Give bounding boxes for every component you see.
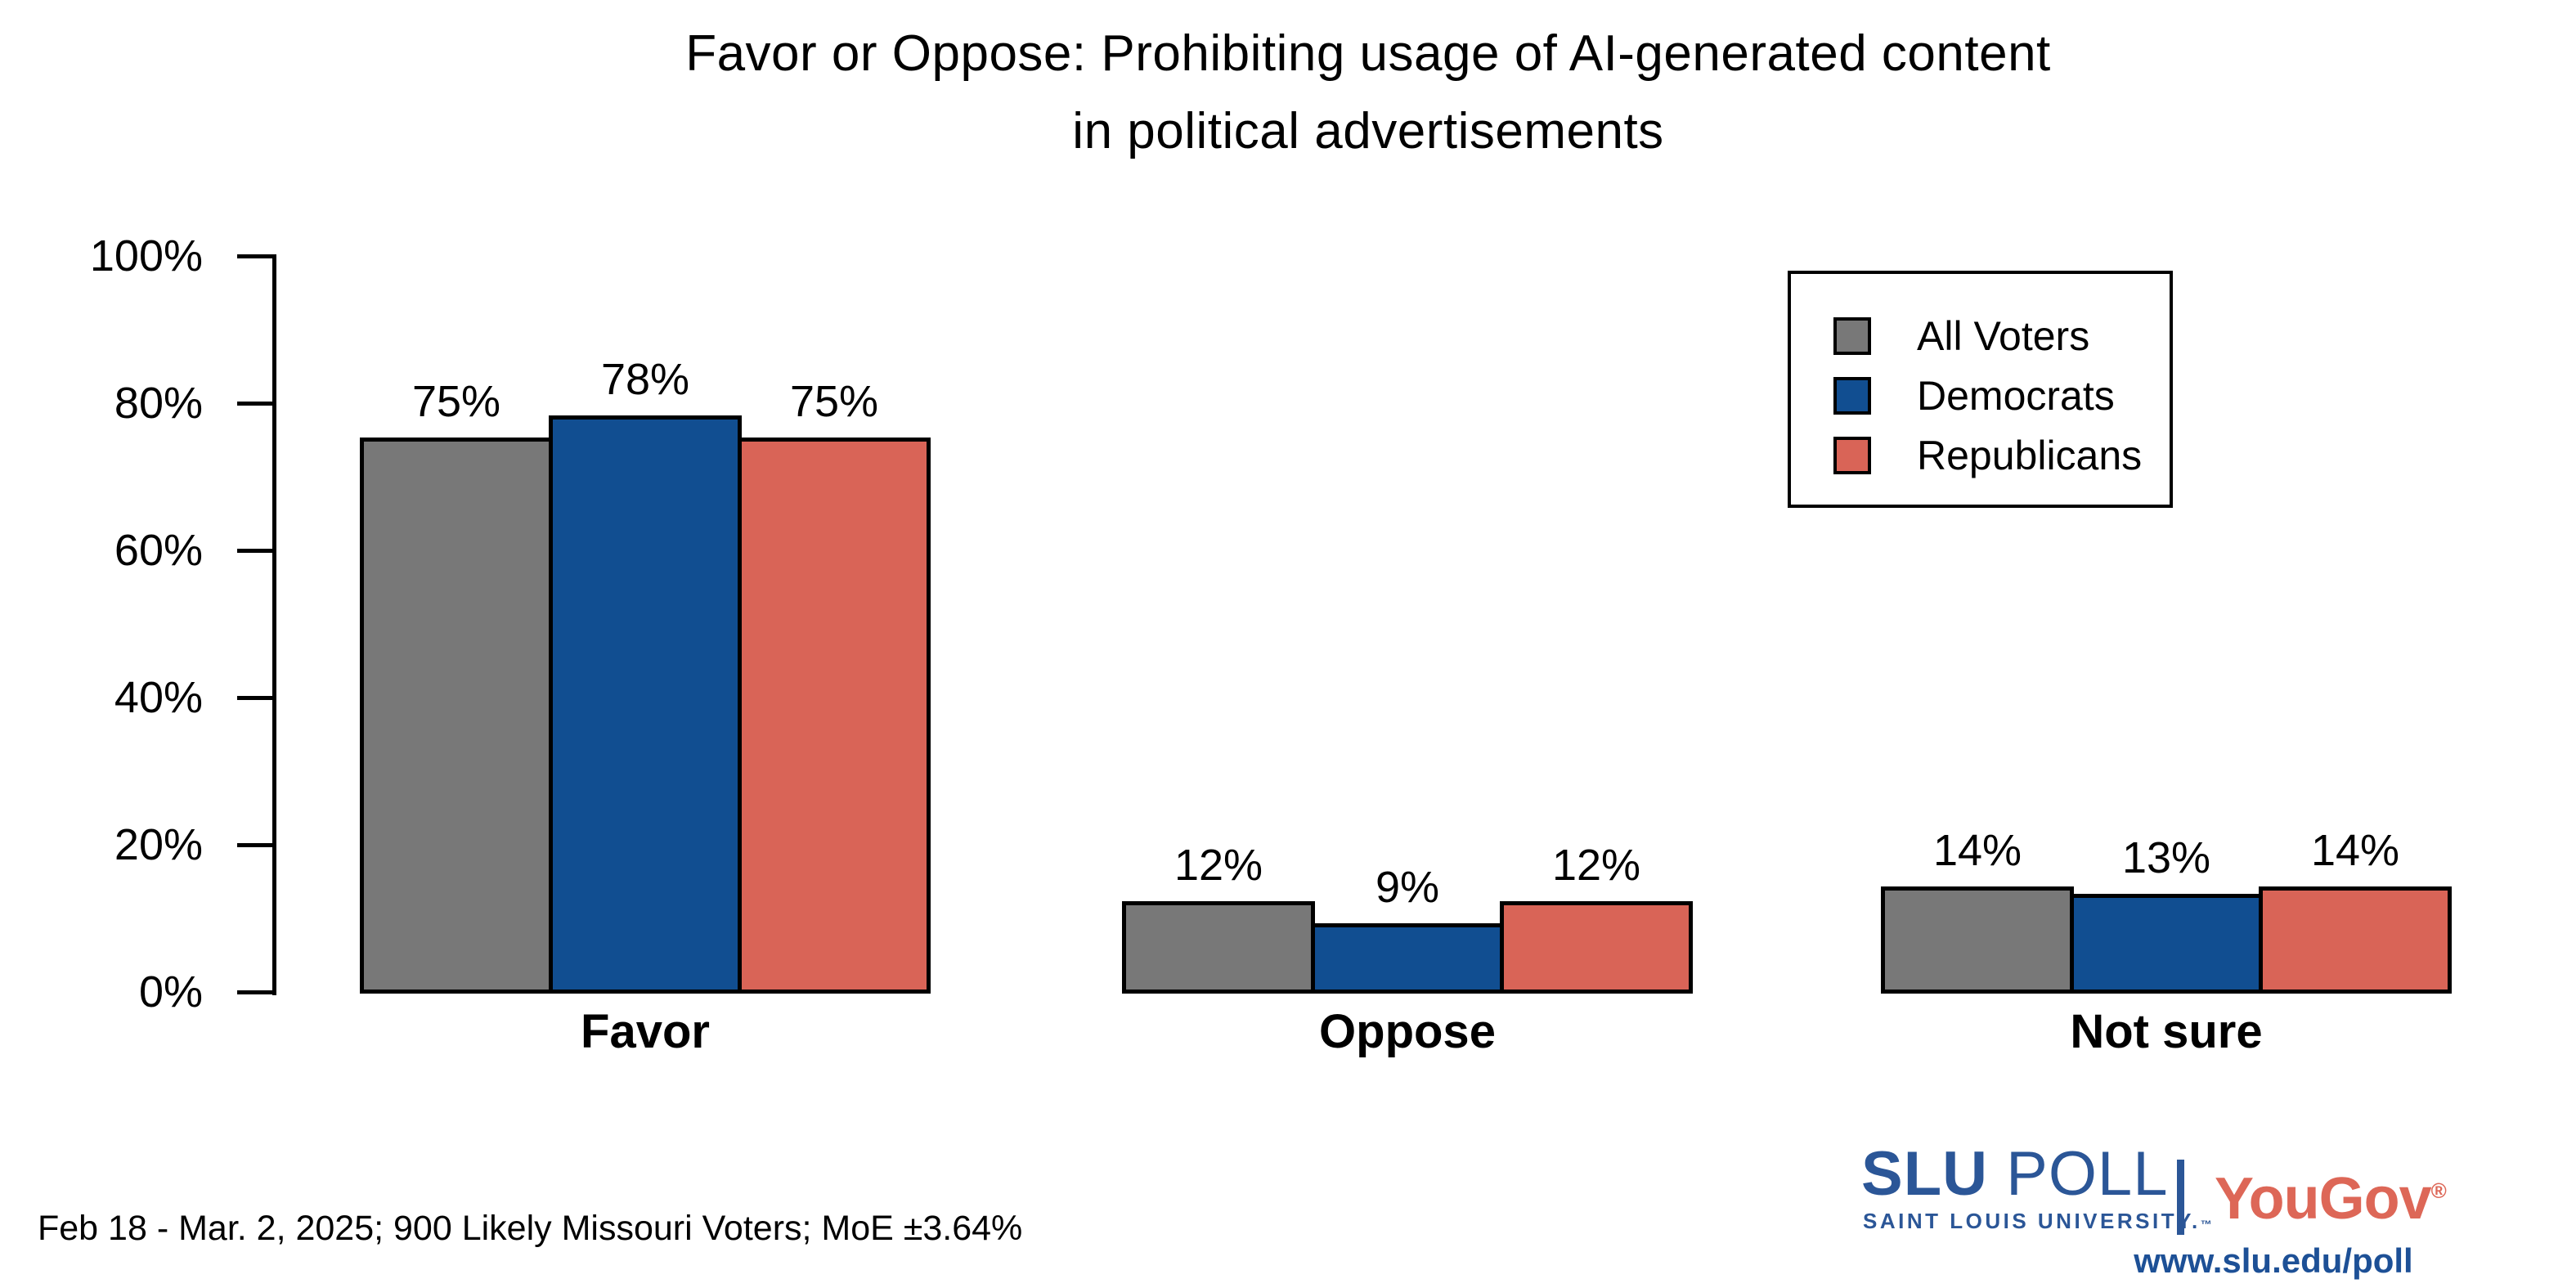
yougov-wordmark: YouGov xyxy=(2215,1166,2432,1232)
title-line-2: in political advertisements xyxy=(1072,103,1664,159)
y-tick xyxy=(237,402,275,406)
y-axis-line xyxy=(272,254,276,995)
slu-subtitle-text: SAINT LOUIS UNIVERSITY. xyxy=(1863,1209,2201,1233)
y-tick xyxy=(237,254,275,258)
y-tick-label: 40% xyxy=(114,673,203,722)
value-label-republicans-not-sure: 14% xyxy=(2310,826,2400,875)
slu-poll-url: www.slu.edu/poll xyxy=(2134,1241,2413,1280)
value-label-all-voters-oppose: 12% xyxy=(1174,841,1263,890)
legend-swatch-democrats xyxy=(1833,377,1871,415)
bar-all-voters-not-sure xyxy=(1881,886,2074,994)
slu-wordmark: SLU xyxy=(1861,1139,1988,1209)
bar-republicans-oppose xyxy=(1500,901,1693,994)
y-tick-label: 100% xyxy=(89,231,203,280)
title-line-1: Favor or Oppose: Prohibiting usage of AI… xyxy=(685,25,2051,82)
legend-item-republicans: Republicans xyxy=(1833,429,2142,482)
logo-divider xyxy=(2177,1160,2184,1235)
y-tick xyxy=(237,549,275,553)
yougov-logo: YouGov® xyxy=(2215,1161,2447,1228)
poll-wordmark: POLL xyxy=(2006,1139,2169,1209)
slu-poll-logo: SLU POLL xyxy=(1861,1143,2168,1205)
trademark-symbol: ™ xyxy=(2200,1218,2212,1231)
legend-item-all-voters: All Voters xyxy=(1833,310,2089,362)
value-label-republicans-favor: 75% xyxy=(789,377,879,426)
chart-title: Favor or Oppose: Prohibiting usage of AI… xyxy=(275,15,2462,170)
branding: SLU POLL SAINT LOUIS UNIVERSITY.™ YouGov… xyxy=(1799,1137,2576,1288)
category-label-oppose: Oppose xyxy=(1319,1005,1496,1058)
legend-label-democrats: Democrats xyxy=(1917,373,2115,419)
legend-swatch-all-voters xyxy=(1833,317,1871,355)
legend: All Voters Democrats Republicans xyxy=(1788,271,2173,508)
footer-note: Feb 18 - Mar. 2, 2025; 900 Likely Missou… xyxy=(38,1209,1023,1248)
y-tick xyxy=(237,990,275,994)
y-tick-label: 80% xyxy=(114,379,203,428)
y-tick xyxy=(237,843,275,847)
registered-symbol: ® xyxy=(2430,1178,2447,1203)
category-label-favor: Favor xyxy=(581,1005,710,1058)
legend-label-republicans: Republicans xyxy=(1917,433,2143,478)
bar-republicans-not-sure xyxy=(2259,886,2452,994)
category-label-not-sure: Not sure xyxy=(2070,1005,2263,1058)
value-label-republicans-oppose: 12% xyxy=(1551,841,1641,890)
bar-all-voters-favor xyxy=(360,438,553,994)
bar-all-voters-oppose xyxy=(1122,901,1315,994)
legend-label-all-voters: All Voters xyxy=(1917,313,2090,359)
bar-democrats-oppose xyxy=(1311,923,1504,994)
bar-republicans-favor xyxy=(738,438,931,994)
bar-democrats-favor xyxy=(549,415,742,994)
value-label-all-voters-favor: 75% xyxy=(411,377,501,426)
value-label-democrats-not-sure: 13% xyxy=(2121,833,2211,882)
y-tick-label: 0% xyxy=(138,967,203,1016)
legend-swatch-republicans xyxy=(1833,437,1871,474)
y-tick-label: 60% xyxy=(114,526,203,575)
value-label-democrats-oppose: 9% xyxy=(1375,863,1440,912)
slu-subtitle: SAINT LOUIS UNIVERSITY.™ xyxy=(1863,1209,2212,1234)
bar-democrats-not-sure xyxy=(2070,894,2263,994)
y-tick-label: 20% xyxy=(114,820,203,869)
value-label-democrats-favor: 78% xyxy=(600,355,690,404)
y-tick xyxy=(237,696,275,700)
legend-item-democrats: Democrats xyxy=(1833,370,2115,422)
value-label-all-voters-not-sure: 14% xyxy=(1932,826,2022,875)
